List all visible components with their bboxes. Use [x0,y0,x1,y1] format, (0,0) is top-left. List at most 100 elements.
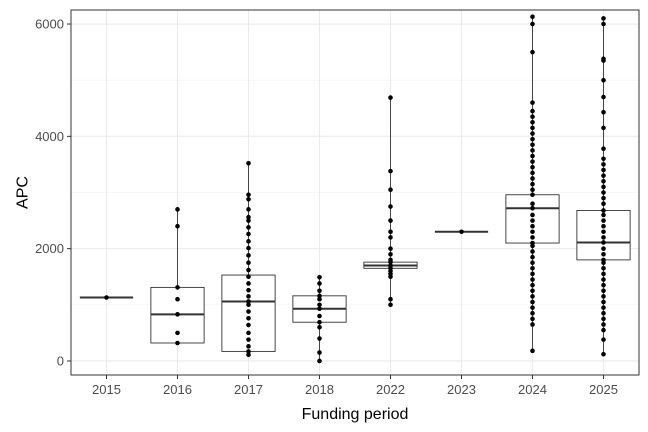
data-point [246,302,251,308]
data-point [601,235,606,240]
data-point [530,136,535,142]
data-point [601,125,606,131]
data-point [246,196,251,202]
data-point [317,319,322,325]
data-point [246,214,251,220]
data-point [601,251,606,257]
data-point [246,299,251,304]
data-point [246,330,251,336]
data-point [601,277,606,282]
data-point [601,246,606,251]
data-point [388,257,393,263]
data-point [601,327,606,333]
data-point [601,208,606,213]
data-point [601,299,606,305]
data-point [601,162,606,167]
y-tick-label: 4000 [35,129,64,144]
data-point [601,218,606,223]
data-point [459,229,464,235]
data-point [530,316,535,322]
data-point [317,306,322,312]
data-point [246,267,251,273]
x-tick-label: 2016 [163,382,192,397]
data-point [601,21,606,27]
data-point [601,184,606,190]
data-point [530,223,535,229]
x-tick-label: 2023 [447,382,476,397]
data-point [175,207,180,212]
data-point [530,218,535,223]
data-point [530,260,535,265]
data-point [246,218,251,223]
data-point [246,315,251,321]
axes: 0 2000 4000 6000 2015 2016 2017 2018 2022 2023 202… [35,17,618,397]
data-point [388,251,393,257]
data-point [317,302,322,308]
data-point [601,16,606,21]
data-point [388,218,393,223]
data-point [246,281,251,286]
data-point [530,131,535,136]
data-point [530,288,535,294]
x-tick-label: 2017 [234,382,263,397]
data-point [601,167,606,173]
data-point [530,205,535,211]
data-point [601,195,606,201]
data-point [246,231,251,237]
data-point [530,114,535,119]
data-point [601,223,606,229]
y-tick-label: 0 [57,353,64,368]
data-point [530,310,535,316]
data-point [104,295,109,300]
data-point [175,340,180,346]
data-point [317,324,322,330]
data-point [601,173,606,178]
data-point [388,187,393,192]
data-point [530,254,535,260]
data-point [317,336,322,341]
data-point [530,142,535,148]
data-point [601,305,606,310]
data-point [530,49,535,55]
data-point [601,178,606,184]
data-point [601,146,606,151]
data-point [530,108,535,114]
data-point [601,310,606,316]
data-point [246,274,251,280]
x-tick-label: 2018 [305,382,334,397]
data-point [601,288,606,294]
data-point [246,322,251,328]
data-point [530,240,535,246]
data-point [246,161,251,166]
data-point [601,156,606,162]
data-point [317,358,322,364]
data-point [530,249,535,254]
data-point [530,159,535,164]
data-point [388,263,393,268]
data-point [530,176,535,181]
data-point [246,349,251,354]
data-point [530,271,535,277]
data-point [246,309,251,314]
data-point [388,168,393,174]
data-point [530,277,535,282]
data-point [246,337,251,342]
data-point [175,285,180,290]
x-tick-label: 2015 [92,382,121,397]
data-point [246,245,251,251]
data-point [601,316,606,322]
data-point [246,260,251,265]
data-point [530,21,535,27]
data-point [388,95,393,100]
data-point [601,56,606,62]
data-point [246,207,251,212]
data-point [601,109,606,115]
data-point [530,192,535,198]
data-point [601,201,606,207]
data-point [530,14,535,20]
data-point [317,274,322,280]
y-tick-label: 6000 [35,17,64,32]
data-point [530,229,535,235]
data-point [246,253,251,258]
